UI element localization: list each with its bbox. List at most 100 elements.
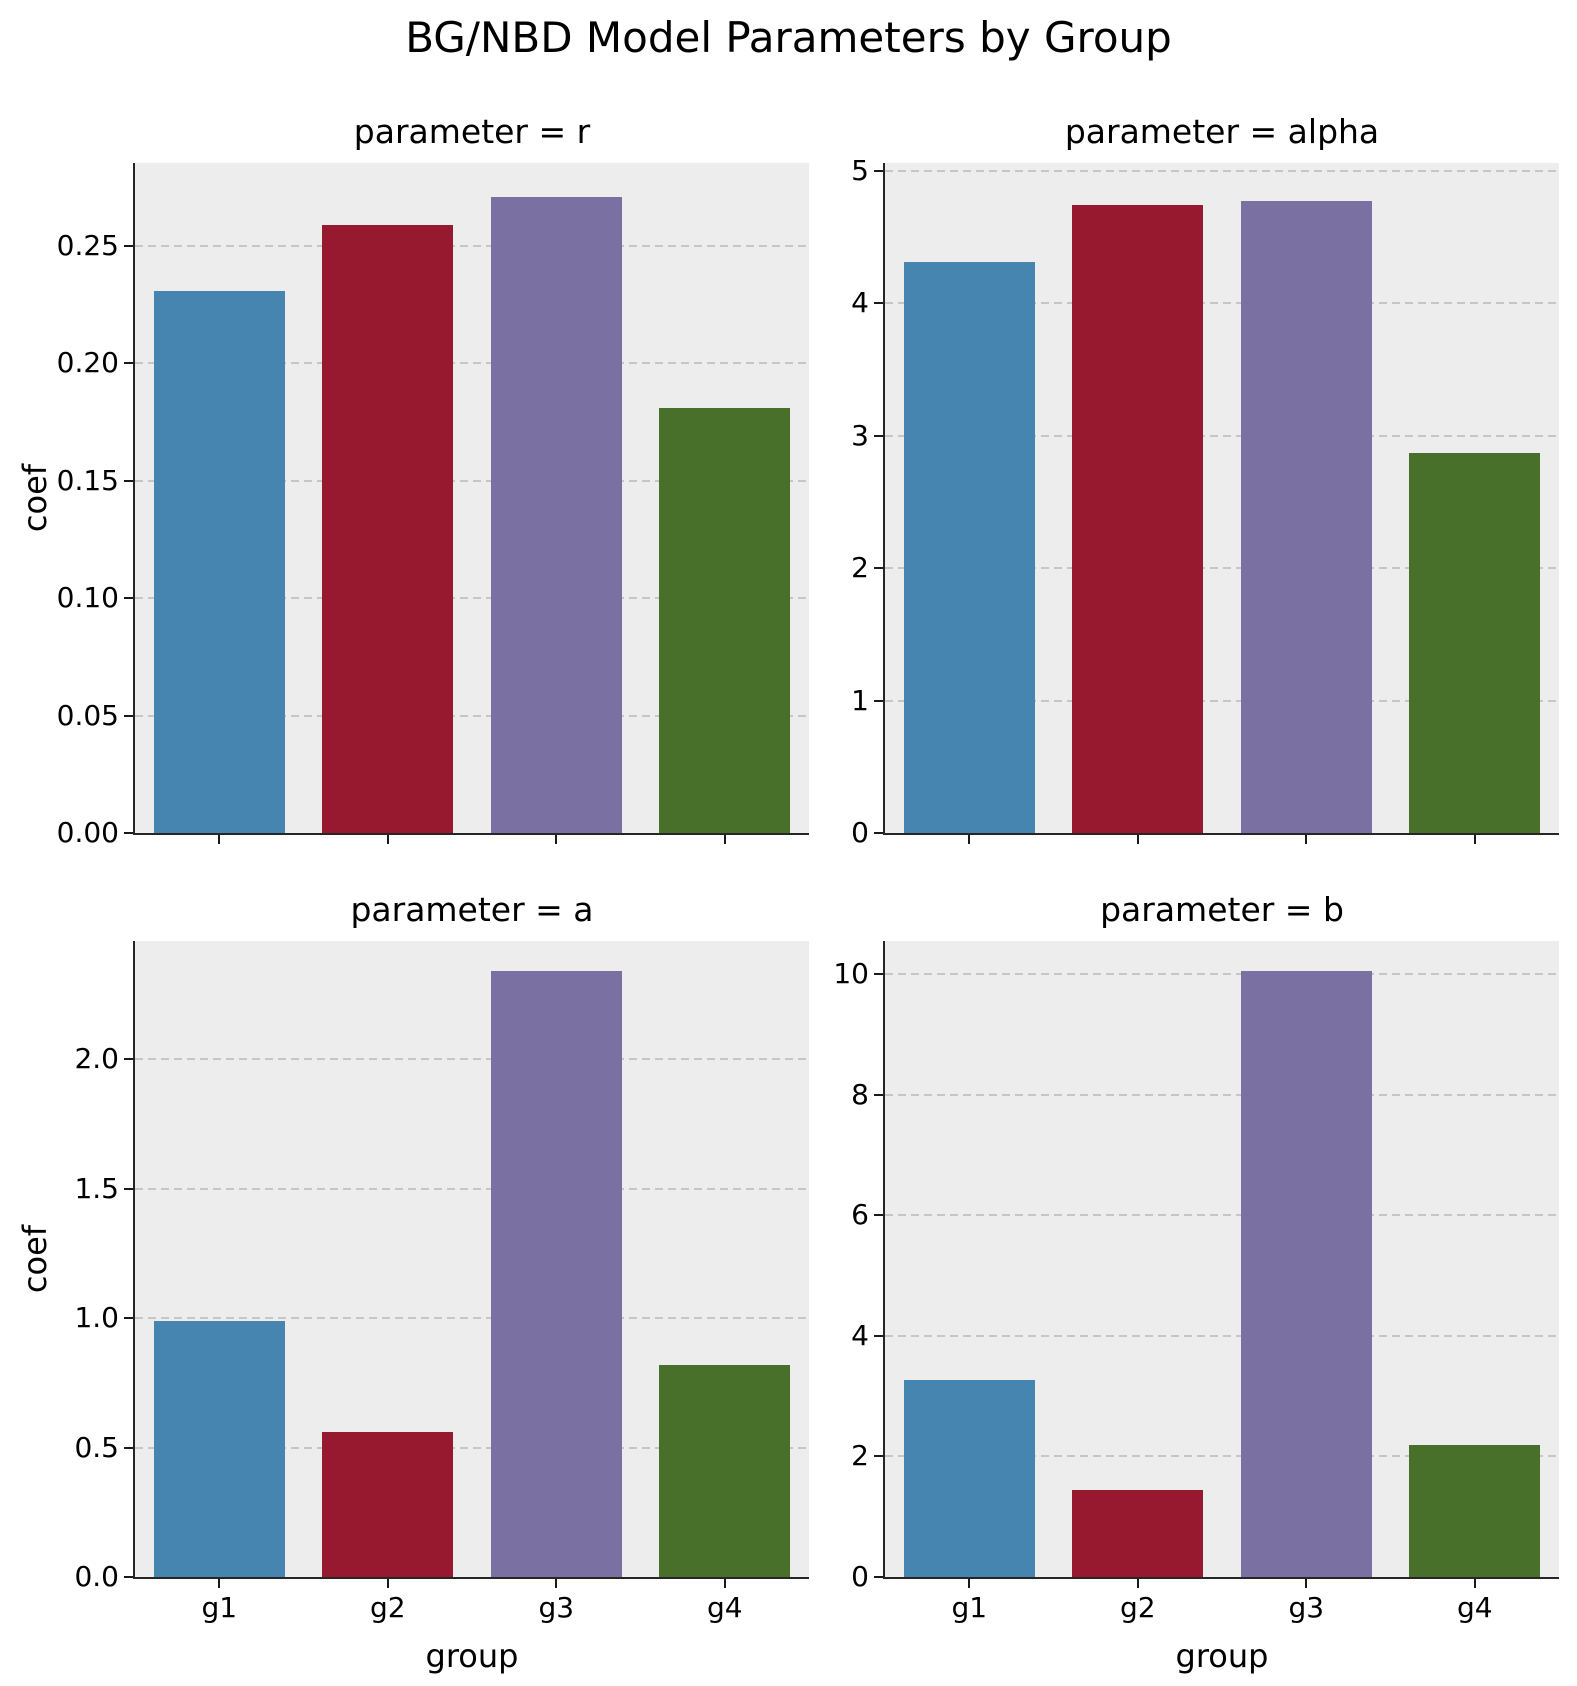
y-tick-label: 0 bbox=[851, 1560, 869, 1593]
x-tick-mark bbox=[555, 1579, 558, 1588]
bar-g4-a bbox=[659, 1364, 791, 1577]
bar-g3-r bbox=[490, 196, 622, 833]
axes-parameter-b: parameter = b group 0 2 4 6 8 10 g1 g2 g3 g4 bbox=[833, 890, 1559, 1675]
y-tick-label: 10 bbox=[833, 957, 869, 991]
x-tick-mark bbox=[555, 835, 558, 844]
y-tick-label: 2.0 bbox=[74, 1042, 119, 1076]
axes-parameter-alpha: parameter = alpha 0 1 2 3 4 5 bbox=[851, 112, 1559, 847]
y-tick-label: 0.25 bbox=[56, 228, 119, 262]
bar-g3-alpha bbox=[1240, 201, 1372, 833]
bar-g1-r bbox=[153, 290, 285, 833]
y-tick-mark bbox=[874, 567, 883, 570]
x-tick-mark bbox=[1305, 835, 1308, 844]
gridline bbox=[135, 362, 809, 365]
figure-title: BG/NBD Model Parameters by Group bbox=[405, 13, 1172, 62]
y-axis-label: coef bbox=[16, 463, 54, 533]
y-tick-mark bbox=[874, 1214, 883, 1217]
gridline bbox=[885, 169, 1559, 172]
y-tick-label: 0.0 bbox=[74, 1560, 119, 1593]
x-tick-mark bbox=[723, 1579, 726, 1588]
x-tick-label-g1: g1 bbox=[951, 1591, 988, 1624]
y-tick-mark bbox=[874, 169, 883, 172]
y-tick-mark bbox=[874, 1334, 883, 1337]
y-tick-label: 1 bbox=[851, 683, 869, 717]
y-tick-label: 1.0 bbox=[74, 1301, 119, 1335]
y-tick-mark bbox=[124, 1576, 133, 1578]
y-tick-mark bbox=[124, 1446, 133, 1449]
y-tick-mark bbox=[124, 1317, 133, 1320]
y-tick-label: 4 bbox=[851, 1318, 869, 1352]
y-tick-mark bbox=[874, 699, 883, 702]
gridline bbox=[135, 1317, 809, 1320]
x-tick-mark bbox=[1473, 835, 1476, 844]
x-tick-mark bbox=[723, 835, 726, 844]
gridline bbox=[885, 567, 1559, 570]
bar-g1-a bbox=[153, 1320, 285, 1577]
y-tick-mark bbox=[874, 973, 883, 976]
y-tick-label: 2 bbox=[851, 551, 869, 585]
x-tick-mark bbox=[1473, 1579, 1476, 1588]
y-tick-label: 3 bbox=[851, 418, 869, 452]
x-tick-mark bbox=[968, 1579, 971, 1588]
y-tick-mark bbox=[874, 1576, 883, 1578]
x-axis-label: group bbox=[1175, 1637, 1269, 1675]
bar-g3-b bbox=[1240, 971, 1372, 1577]
gridline bbox=[135, 1446, 809, 1449]
y-tick-label: 1.5 bbox=[74, 1171, 119, 1205]
bar-g4-r bbox=[659, 407, 791, 833]
gridline bbox=[885, 302, 1559, 305]
gridline bbox=[135, 479, 809, 482]
gridline bbox=[885, 1334, 1559, 1337]
gridline bbox=[135, 244, 809, 247]
x-tick-mark bbox=[968, 835, 971, 844]
y-tick-mark bbox=[124, 1058, 133, 1061]
x-tick-mark bbox=[386, 1579, 389, 1588]
x-tick-label-g2: g2 bbox=[1119, 1591, 1156, 1624]
y-tick-label: 0.00 bbox=[56, 816, 119, 849]
x-tick-label-g3: g3 bbox=[538, 1591, 575, 1624]
y-tick-mark bbox=[874, 1093, 883, 1096]
gridline bbox=[135, 597, 809, 600]
gridline bbox=[885, 1214, 1559, 1217]
x-tick-label-g4: g4 bbox=[706, 1591, 743, 1624]
y-tick-mark bbox=[874, 434, 883, 437]
x-tick-mark bbox=[218, 835, 221, 844]
x-axis-label: group bbox=[425, 1637, 519, 1675]
y-tick-mark bbox=[124, 1187, 133, 1190]
bar-g2-a bbox=[322, 1432, 454, 1577]
bar-g1-b bbox=[903, 1380, 1035, 1577]
y-tick-label: 0 bbox=[851, 816, 869, 849]
gridline bbox=[885, 1455, 1559, 1458]
y-tick-mark bbox=[124, 362, 133, 365]
y-tick-mark bbox=[874, 302, 883, 305]
y-tick-mark bbox=[124, 832, 133, 834]
bar-g4-alpha bbox=[1409, 452, 1541, 833]
bar-g4-b bbox=[1409, 1444, 1541, 1577]
y-tick-label: 2 bbox=[851, 1439, 869, 1473]
facet-title-alpha: parameter = alpha bbox=[1064, 112, 1380, 151]
x-tick-label-g4: g4 bbox=[1456, 1591, 1493, 1624]
y-tick-label: 0.05 bbox=[56, 698, 119, 732]
gridline bbox=[135, 714, 809, 717]
y-tick-label: 4 bbox=[851, 286, 869, 320]
x-tick-mark bbox=[218, 1579, 221, 1588]
x-tick-mark bbox=[1305, 1579, 1308, 1588]
x-tick-mark bbox=[1136, 835, 1139, 844]
gridline bbox=[135, 1187, 809, 1190]
bar-g2-b bbox=[1072, 1490, 1204, 1577]
x-tick-label-g3: g3 bbox=[1288, 1591, 1325, 1624]
facet-title-a: parameter = a bbox=[350, 890, 594, 929]
y-tick-mark bbox=[124, 714, 133, 717]
bar-g3-a bbox=[490, 971, 622, 1577]
y-tick-mark bbox=[874, 1455, 883, 1458]
y-tick-mark bbox=[124, 597, 133, 600]
y-tick-label: 0.10 bbox=[56, 581, 119, 615]
x-tick-mark bbox=[1136, 1579, 1139, 1588]
gridline bbox=[885, 699, 1559, 702]
gridline bbox=[885, 1093, 1559, 1096]
gridline bbox=[885, 434, 1559, 437]
y-tick-label: 8 bbox=[851, 1077, 869, 1111]
gridline bbox=[885, 973, 1559, 976]
y-tick-mark bbox=[874, 832, 883, 834]
